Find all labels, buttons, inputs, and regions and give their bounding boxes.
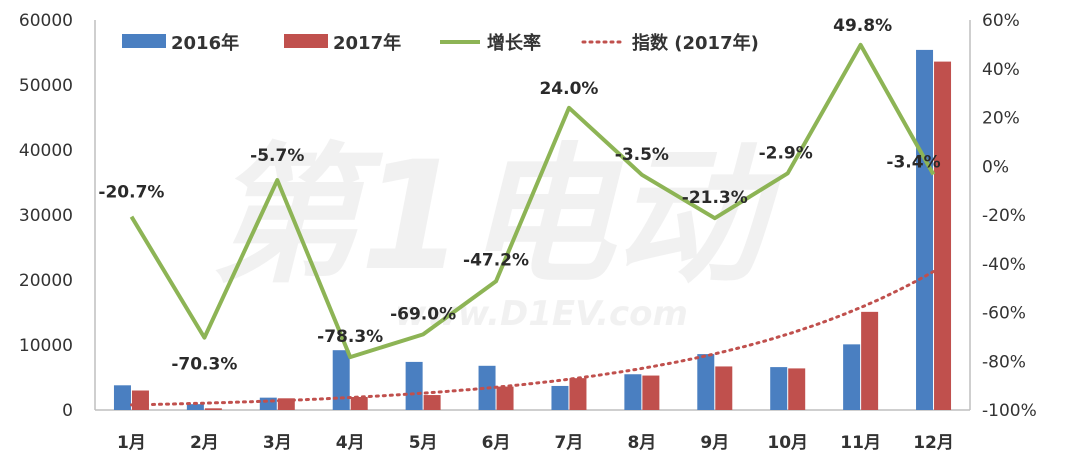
growth-data-label: -47.2%	[463, 250, 529, 270]
bar-2017年	[423, 395, 441, 410]
growth-line	[129, 42, 936, 360]
bar-2016年	[916, 49, 934, 411]
x-tick-label: 11月	[840, 433, 881, 453]
bar-2016年	[259, 397, 277, 410]
growth-data-label: 49.8%	[833, 16, 892, 36]
legend-label-2016: 2016年	[171, 32, 239, 54]
growth-data-label: -5.7%	[250, 146, 304, 166]
bar-2017年	[569, 378, 587, 410]
growth-line-path	[129, 42, 936, 360]
trendline-path	[130, 270, 935, 407]
bar-2017年	[277, 398, 295, 410]
y-left-tick-label: 40000	[19, 141, 73, 161]
legend: 2016年 2017年 增长率 指数 (2017年)	[122, 32, 759, 54]
legend-label-growth: 增长率	[487, 32, 541, 54]
bar-2016年	[770, 367, 788, 410]
growth-data-label: -2.9%	[759, 143, 813, 163]
y-left-tick-label: 20000	[19, 271, 73, 291]
data-labels: -20.7% -70.3% -5.7% -78.3% -69.0% -47.2% 24.0%…	[98, 16, 940, 375]
bar-2017年	[788, 368, 806, 410]
bar-2016年	[405, 361, 423, 410]
bar-2016年	[551, 385, 569, 410]
y-left-tick-label: 0	[62, 401, 73, 421]
growth-data-label: -78.3%	[317, 327, 383, 347]
x-tick-label: 6月	[482, 433, 511, 453]
x-tick-label: 4月	[336, 433, 365, 453]
bar-2017年	[496, 386, 514, 410]
x-tick-label: 8月	[627, 433, 656, 453]
growth-data-label: -69.0%	[390, 304, 456, 324]
growth-data-label: -70.3%	[171, 355, 237, 375]
y-right-tick-label: 20%	[982, 109, 1020, 129]
axes: 0 10000 20000 30000 40000 50000 60000 -100% -80%…	[19, 11, 1037, 453]
bar-2016年	[113, 385, 131, 410]
growth-data-label: -3.5%	[615, 145, 669, 165]
bar-2016年	[186, 404, 204, 410]
y-left-tick-label: 50000	[19, 76, 73, 96]
x-tick-label: 7月	[555, 433, 584, 453]
y-left-tick-label: 30000	[19, 206, 73, 226]
bar-2017年	[642, 375, 660, 410]
bar-2016年	[697, 354, 715, 410]
watermark-brand: 第1电动	[210, 130, 782, 304]
x-tick-label: 3月	[263, 433, 292, 453]
bar-2017年	[350, 397, 368, 410]
bar-2017年	[204, 408, 222, 410]
y-left-tick-label: 60000	[19, 11, 73, 31]
y-right-tick-label: 60%	[982, 11, 1020, 31]
y-right-tick-label: -80%	[982, 352, 1026, 372]
x-tick-label: 9月	[700, 433, 729, 453]
bar-2017年	[715, 366, 733, 410]
watermark: 第1电动 www.D1EV.com	[210, 130, 782, 334]
y-right-tick-label: 40%	[982, 60, 1020, 80]
x-tick-label: 10月	[767, 433, 808, 453]
bar-2017年	[861, 311, 879, 410]
bar-2017年	[934, 61, 952, 410]
x-tick-label: 1月	[117, 433, 146, 453]
trendline	[130, 270, 935, 407]
legend-swatch-2016	[122, 34, 166, 48]
y-right-tick-label: -20%	[982, 206, 1026, 226]
growth-data-label: -21.3%	[682, 188, 748, 208]
legend-label-trend: 指数 (2017年)	[632, 32, 759, 54]
legend-swatch-2017	[284, 34, 328, 48]
y-right-tick-label: -40%	[982, 255, 1026, 275]
growth-data-label: 24.0%	[539, 79, 598, 99]
x-tick-label: 12月	[913, 433, 954, 453]
x-tick-label: 2月	[190, 433, 219, 453]
watermark-site: www.D1EV.com	[395, 294, 688, 334]
y-left-tick-label: 10000	[19, 336, 73, 356]
growth-data-label: -3.4%	[886, 153, 940, 173]
x-tick-label: 5月	[409, 433, 438, 453]
y-right-tick-label: 0%	[982, 157, 1009, 177]
bar-2016年	[624, 374, 642, 410]
legend-label-2017: 2017年	[333, 32, 401, 54]
y-right-tick-label: -100%	[982, 401, 1037, 421]
bar-2017年	[131, 390, 149, 410]
bar-2016年	[843, 344, 861, 410]
bar-2016年	[332, 350, 350, 410]
growth-data-label: -20.7%	[98, 183, 164, 203]
y-right-tick-label: -60%	[982, 304, 1026, 324]
